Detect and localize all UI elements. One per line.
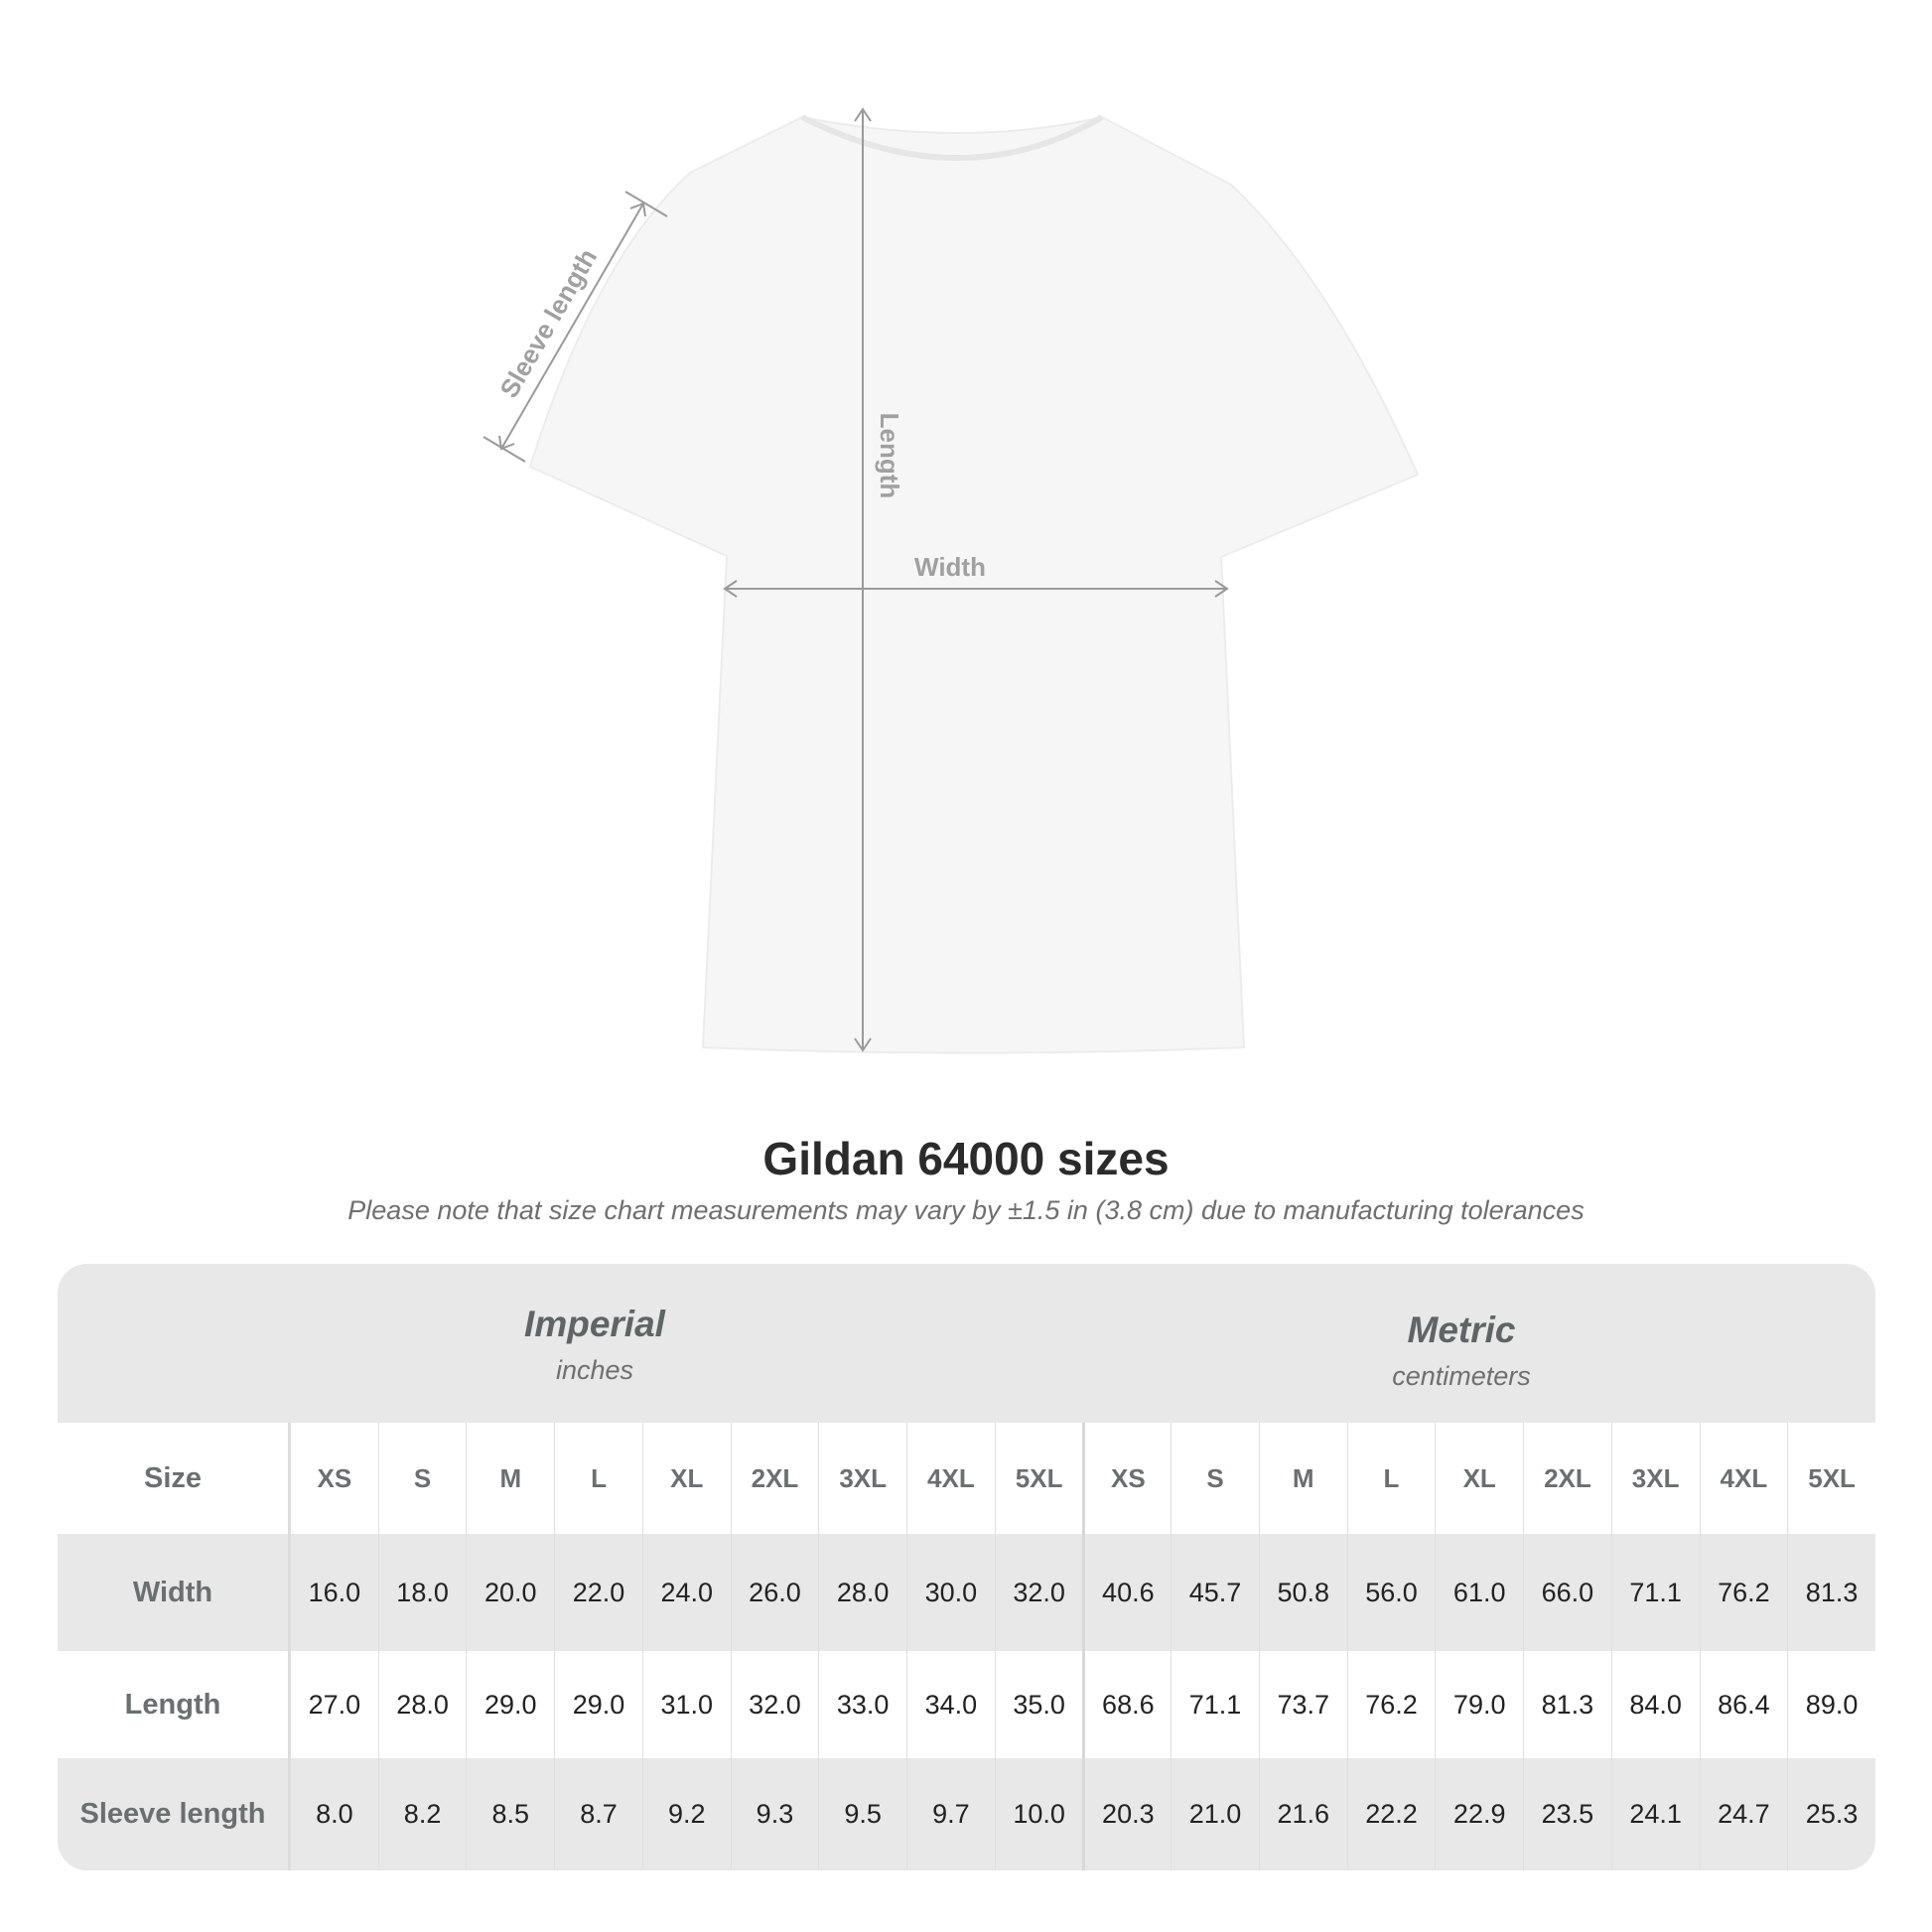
table-cell: 73.7 [1258,1651,1347,1758]
table-cell: 84.0 [1610,1651,1700,1758]
table-cell: 20.3 [1082,1758,1171,1870]
size-header: L [554,1423,642,1534]
table-cell: 68.6 [1082,1651,1171,1758]
table-cell: 28.0 [377,1651,467,1758]
table-cell: 32.0 [730,1651,819,1758]
table-cell: 89.0 [1787,1651,1875,1758]
size-header: 4XL [1699,1423,1788,1534]
table-cell: 24.0 [641,1534,731,1651]
table-cell: 71.1 [1610,1534,1700,1651]
table-cell: 66.0 [1523,1534,1611,1651]
table-cell: 8.0 [290,1758,378,1870]
tshirt-diagram: Width Length Sleeve length [483,107,1420,1054]
table-cell: 9.2 [641,1758,731,1870]
page-title: Gildan 64000 sizes [762,1133,1170,1184]
collar [800,114,1104,161]
size-header: S [377,1423,467,1534]
size-table: Imperial inches Metric centimeters Size … [58,1264,1875,1870]
length-label: Length [875,413,904,499]
size-header: XS [1082,1423,1171,1534]
measure-arrows [483,107,1229,1052]
metric-unit: centimeters [1392,1361,1531,1391]
size-header: 3XL [818,1423,906,1534]
table-cell: 21.0 [1171,1758,1259,1870]
size-row: Size XS S M L XL 2XL 3XL 4XL 5XL XS S M L XL 2XL 3XL 4XL… [58,1423,1875,1534]
size-header: M [1258,1423,1347,1534]
imperial-header: Imperial inches [346,1304,843,1386]
size-header: 3XL [1610,1423,1700,1534]
width-label: Width [914,552,986,582]
size-label: Size [58,1423,290,1534]
table-cell: 29.0 [554,1651,642,1758]
table-row-length: Length 27.0 28.0 29.0 29.0 31.0 32.0 33.0 34.0 35… [58,1651,1875,1758]
size-header: 5XL [994,1423,1083,1534]
size-header: M [466,1423,554,1534]
table-cell: 86.4 [1699,1651,1788,1758]
table-cell: 76.2 [1346,1651,1436,1758]
table-cell: 33.0 [818,1651,906,1758]
table-cell: 81.3 [1787,1534,1875,1651]
table-cell: 24.7 [1699,1758,1788,1870]
table-cell: 23.5 [1523,1758,1611,1870]
table-cell: 9.5 [818,1758,906,1870]
table-cell: 22.0 [554,1534,642,1651]
size-header: XL [1435,1423,1523,1534]
table-cell: 40.6 [1082,1534,1171,1651]
tshirt-shape [528,115,1420,1054]
size-header: S [1171,1423,1259,1534]
table-cell: 30.0 [906,1534,995,1651]
table-cell: 25.3 [1787,1758,1875,1870]
row-label: Length [58,1651,290,1758]
imperial-title: Imperial [524,1304,665,1344]
table-cell: 79.0 [1435,1651,1523,1758]
table-cell: 8.2 [377,1758,467,1870]
row-label: Sleeve length [58,1758,290,1870]
table-cell: 20.0 [466,1534,554,1651]
table-cell: 45.7 [1171,1534,1259,1651]
table-row-width: Width 16.0 18.0 20.0 22.0 24.0 26.0 28.0 30.0 32.… [58,1534,1875,1651]
tolerance-note: Please note that size chart measurements… [347,1195,1585,1225]
size-header: L [1346,1423,1436,1534]
unit-header-band [58,1264,1875,1423]
sleeve-arrow [500,203,644,450]
table-cell: 29.0 [466,1651,554,1758]
size-header: XS [290,1423,378,1534]
table-cell: 9.3 [730,1758,819,1870]
table-cell: 26.0 [730,1534,819,1651]
table-cell: 22.9 [1435,1758,1523,1870]
table-cell: 28.0 [818,1534,906,1651]
table-cell: 8.7 [554,1758,642,1870]
table-cell: 21.6 [1258,1758,1347,1870]
table-cell: 27.0 [290,1651,378,1758]
size-header: 4XL [906,1423,995,1534]
table-cell: 10.0 [994,1758,1083,1870]
table-cell: 76.2 [1699,1534,1788,1651]
size-header: 2XL [730,1423,819,1534]
table-cell: 22.2 [1346,1758,1436,1870]
table-cell: 31.0 [641,1651,731,1758]
size-header: 2XL [1523,1423,1611,1534]
size-header: 5XL [1787,1423,1875,1534]
table-cell: 9.7 [906,1758,995,1870]
table-cell: 18.0 [377,1534,467,1651]
table-cell: 56.0 [1346,1534,1436,1651]
table-row-sleeve-length: Sleeve length 8.0 8.2 8.5 8.7 9.2 9.3 9.5 9.7 10.… [58,1758,1875,1870]
size-header: XL [641,1423,731,1534]
table-cell: 61.0 [1435,1534,1523,1651]
table-cell: 81.3 [1523,1651,1611,1758]
table-cell: 32.0 [994,1534,1083,1651]
metric-title: Metric [1407,1310,1516,1350]
table-cell: 8.5 [466,1758,554,1870]
table-cell: 50.8 [1258,1534,1347,1651]
table-cell: 16.0 [290,1534,378,1651]
imperial-unit: inches [555,1355,634,1385]
table-cell: 34.0 [906,1651,995,1758]
metric-header: Metric centimeters [1213,1310,1710,1392]
table-cell: 35.0 [994,1651,1083,1758]
row-label: Width [58,1534,290,1651]
table-cell: 24.1 [1610,1758,1700,1870]
table-cell: 71.1 [1171,1651,1259,1758]
